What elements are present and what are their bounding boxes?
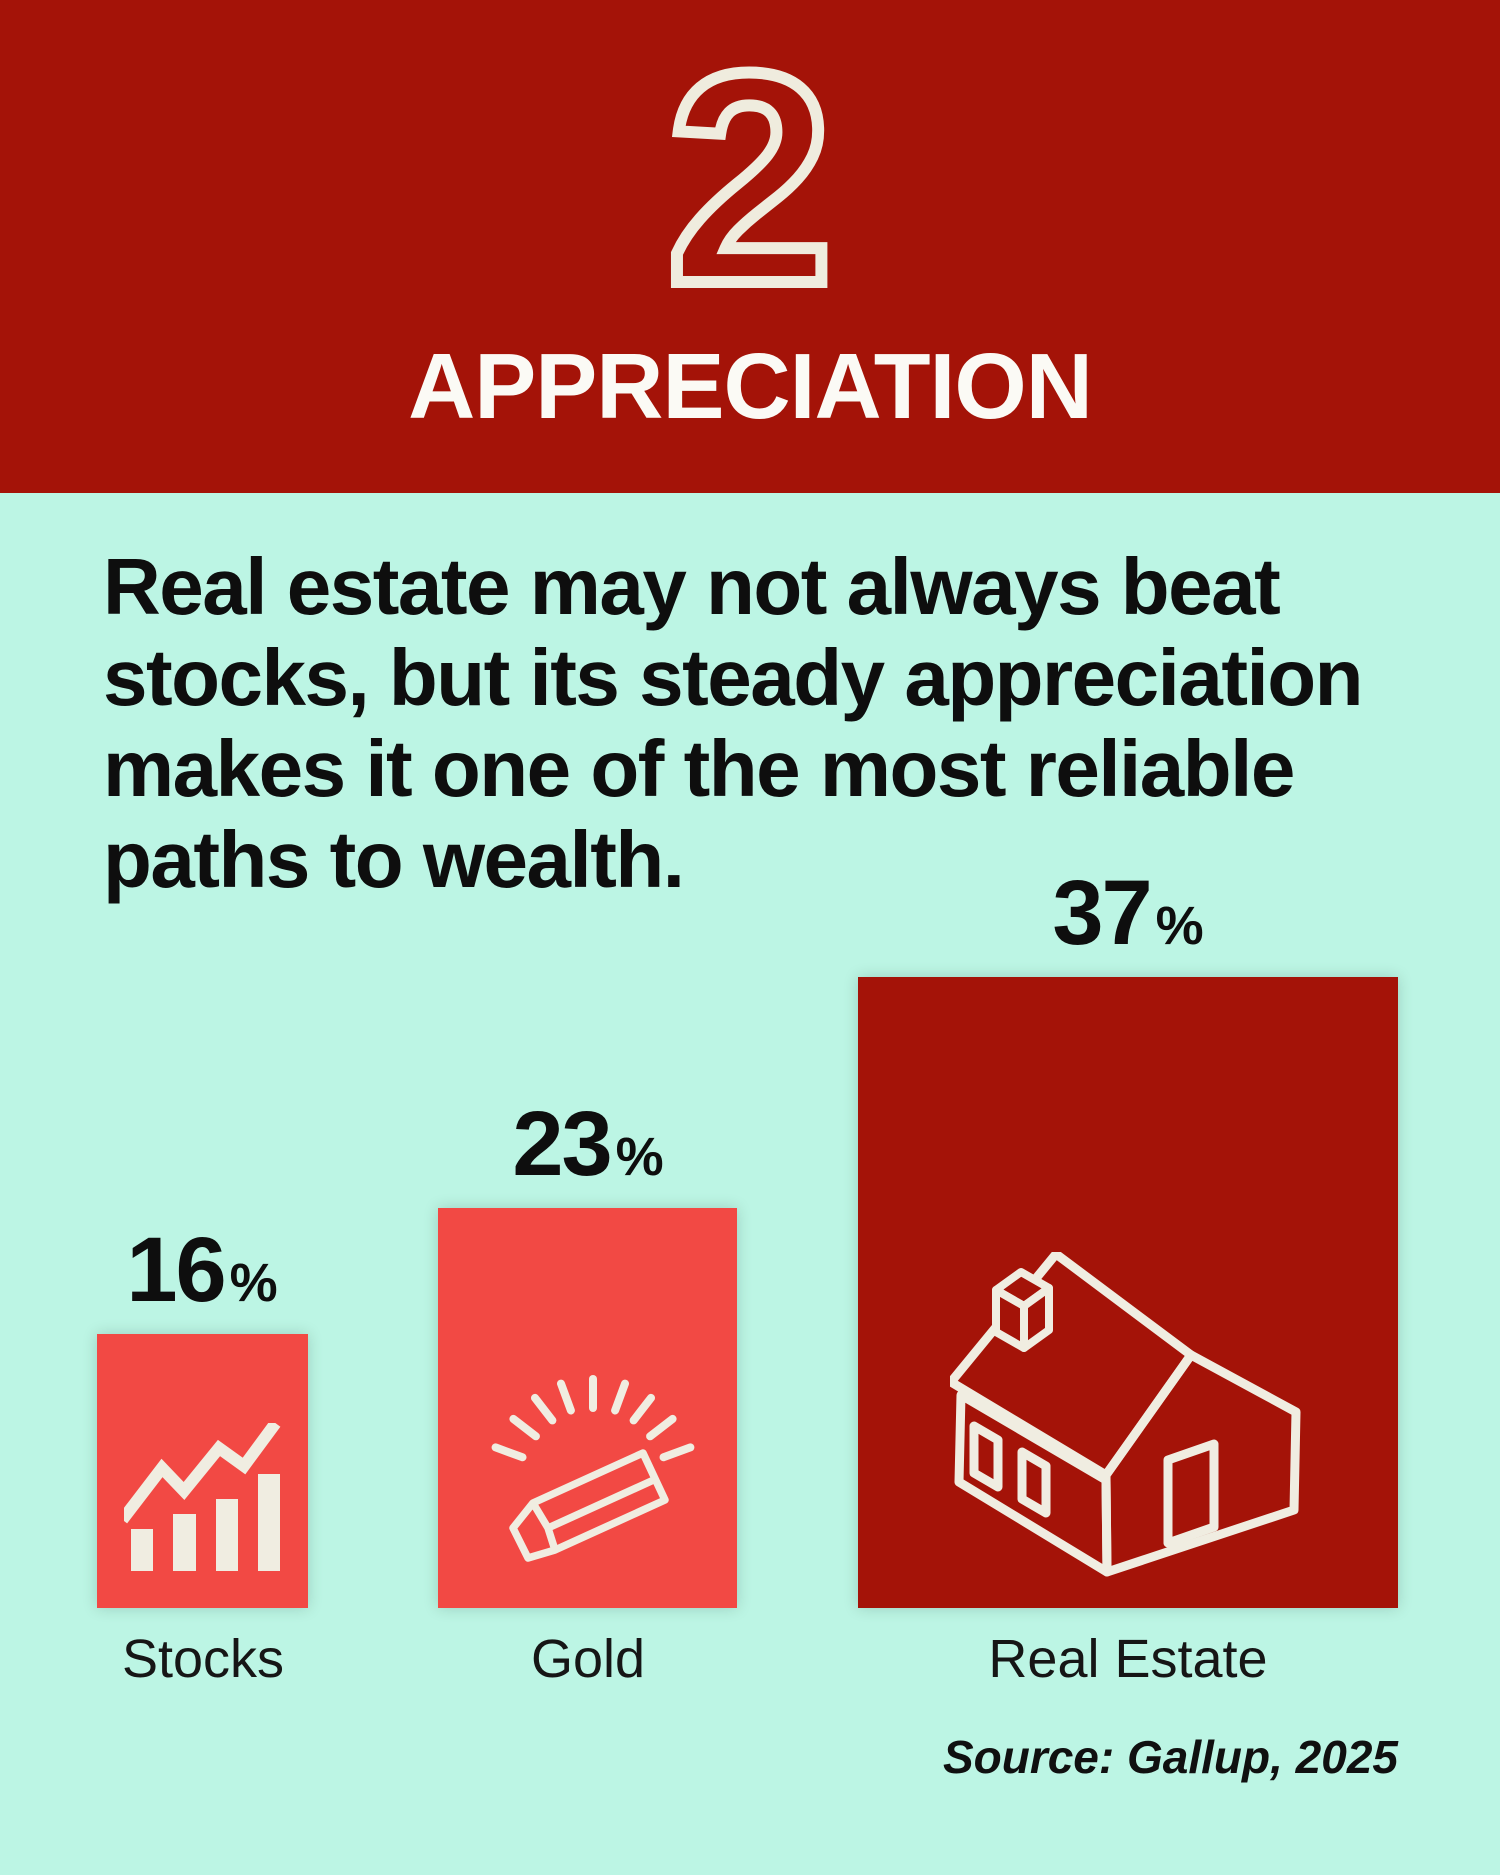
left-wall: [954, 1390, 1112, 1577]
category-label-stocks: Stocks: [121, 1629, 285, 1689]
gold-bar-icon: [491, 1375, 694, 1562]
bar-stocks: [97, 1334, 308, 1608]
bar-real-estate: [858, 977, 1398, 1608]
intro-line: Real estate may not always beat: [103, 542, 1281, 631]
intro-line: paths to wealth.: [103, 815, 685, 904]
header-title: APPRECIATION: [408, 334, 1093, 438]
category-label-gold: Gold: [530, 1629, 646, 1689]
house-icon: [950, 1252, 1301, 1577]
gold-percent-sign: %: [615, 1127, 664, 1187]
stocks-percent-sign: %: [229, 1253, 278, 1313]
stock-line-chart-icon: [123, 1423, 280, 1571]
door: [1163, 1439, 1219, 1548]
bar-gold: [438, 1208, 737, 1608]
value-label-gold: 23%: [418, 1098, 758, 1190]
shine-rays: [491, 1375, 694, 1462]
stocks-value: 16: [126, 1219, 226, 1321]
window: [1017, 1447, 1051, 1518]
roof: [950, 1252, 1196, 1480]
real-estate-value: 37: [1052, 862, 1152, 964]
intro-text: Real estate may not always beat stocks, …: [103, 541, 1463, 905]
window: [969, 1421, 1003, 1492]
real-estate-percent-sign: %: [1155, 896, 1204, 956]
section-number: 2: [661, 10, 840, 346]
chimney: [992, 1268, 1053, 1352]
intro-line: makes it one of the most reliable: [103, 724, 1295, 813]
value-label-real-estate: 37%: [958, 867, 1298, 959]
category-label-real-estate: Real Estate: [988, 1629, 1268, 1689]
value-label-stocks: 16%: [32, 1224, 372, 1316]
right-wall: [1101, 1350, 1301, 1577]
intro-line: stocks, but its steady appreciation: [103, 633, 1363, 722]
header-band: 2 APPRECIATION: [0, 0, 1500, 493]
ingot-outline: [508, 1449, 669, 1562]
gold-value: 23: [512, 1093, 612, 1195]
source-note: Source: Gallup, 2025: [942, 1731, 1398, 1783]
